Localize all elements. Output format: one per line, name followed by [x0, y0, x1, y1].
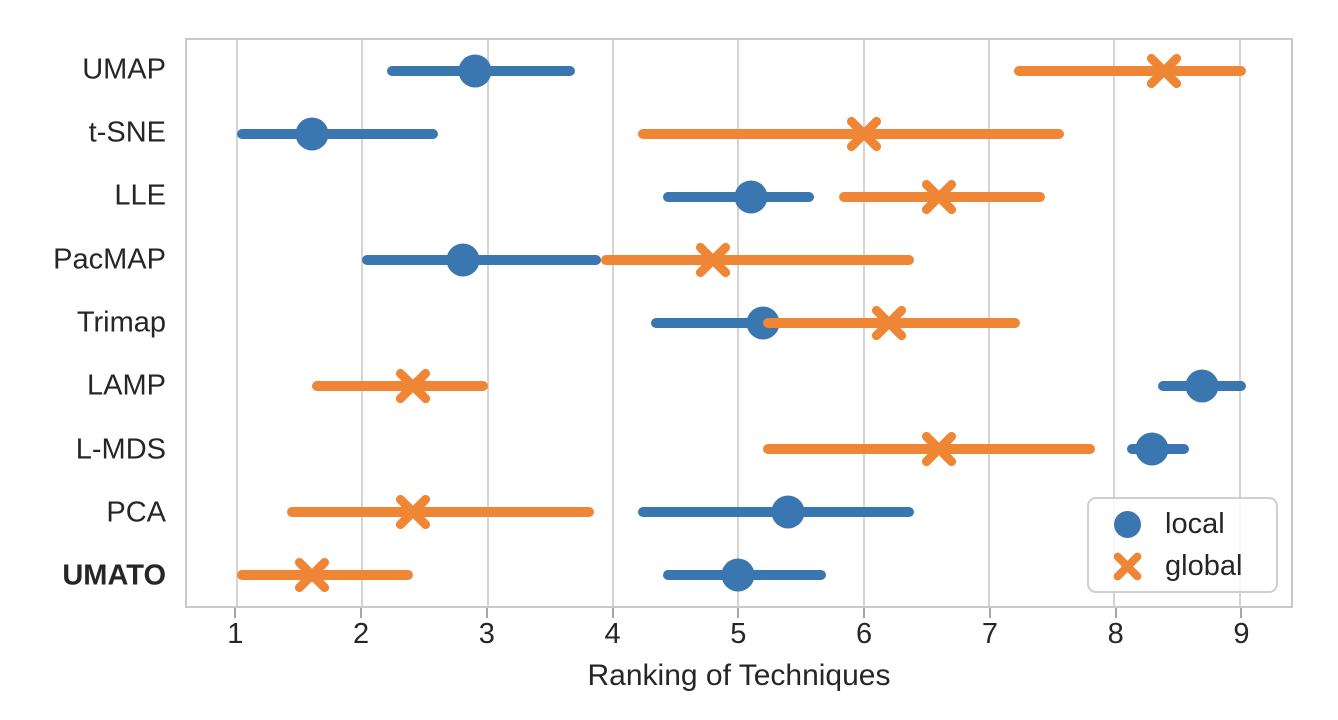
legend: local global: [1087, 497, 1278, 593]
marker-global-l-mds: [920, 430, 957, 467]
marker-global-lamp: [394, 367, 431, 404]
marker-global-lle: [920, 179, 957, 216]
x-tick-mark: [1240, 608, 1243, 618]
marker-local-umap: [458, 54, 492, 88]
marker-local-lle: [734, 180, 768, 214]
x-tick-mark: [988, 608, 991, 618]
error-bar-global-pacmap: [600, 255, 914, 266]
gridline: [1238, 40, 1241, 606]
marker-global-pacmap: [695, 242, 732, 279]
marker-global-t-sne: [845, 116, 882, 153]
y-tick-label-pacmap: PacMAP: [53, 243, 166, 276]
marker-global-umap: [1146, 53, 1183, 90]
legend-item-global: global: [1089, 545, 1276, 587]
error-bar-global-umap: [1014, 66, 1246, 77]
plot-area: [185, 38, 1293, 608]
legend-label: global: [1165, 549, 1243, 582]
marker-local-umato: [721, 558, 755, 592]
x-tick-mark: [611, 608, 614, 618]
y-tick-label-lamp: LAMP: [87, 369, 166, 402]
legend-item-local: local: [1089, 503, 1276, 545]
x-tick-mark: [360, 608, 363, 618]
x-marker-icon: [1089, 552, 1165, 581]
error-bar-global-lamp: [312, 380, 488, 391]
x-tick-label: 4: [604, 618, 621, 650]
x-axis-title: Ranking of Techniques: [587, 659, 891, 692]
marker-local-pca: [771, 495, 805, 529]
gridline: [1113, 40, 1116, 606]
gridline: [236, 40, 239, 606]
gridline: [612, 40, 615, 606]
error-bar-global-t-sne: [638, 129, 1065, 140]
error-bar-global-pca: [287, 506, 595, 517]
gridline: [486, 40, 489, 606]
marker-local-t-sne: [295, 117, 329, 151]
y-tick-label-pca: PCA: [106, 496, 166, 529]
x-tick-label: 5: [730, 618, 747, 650]
y-tick-label-umap: UMAP: [82, 53, 166, 86]
x-tick-label: 7: [981, 618, 998, 650]
marker-local-pacmap: [446, 243, 480, 277]
error-bar-global-umato: [237, 569, 413, 580]
x-tick-label: 6: [856, 618, 873, 650]
x-tick-label: 8: [1107, 618, 1124, 650]
y-tick-label-lle: LLE: [114, 179, 166, 212]
marker-global-trimap: [870, 305, 907, 342]
x-tick-mark: [737, 608, 740, 618]
x-tick-mark: [485, 608, 488, 618]
error-bar-local-t-sne: [237, 129, 438, 140]
legend-label: local: [1165, 507, 1225, 540]
y-axis-labels: UMAP t-SNE LLE PacMAP Trimap LAMP L-MDS PCA UMAT…: [0, 38, 170, 608]
circle-marker-icon: [1089, 510, 1165, 538]
x-tick-mark: [1114, 608, 1117, 618]
x-tick-label: 1: [227, 618, 244, 650]
y-tick-label-l-mds: L-MDS: [75, 433, 166, 466]
marker-local-l-mds: [1135, 432, 1169, 466]
x-tick-label: 9: [1233, 618, 1250, 650]
marker-global-umato: [294, 556, 331, 593]
error-bar-global-l-mds: [763, 443, 1096, 454]
gridline: [361, 40, 364, 606]
error-bar-local-pacmap: [362, 255, 601, 266]
x-tick-label: 3: [478, 618, 495, 650]
y-tick-label-t-sne: t-SNE: [88, 116, 166, 149]
legend-circle-glyph: [1113, 510, 1141, 538]
x-tick-label: 2: [352, 618, 370, 650]
marker-local-lamp: [1185, 369, 1219, 403]
y-tick-label-umato: UMATO: [62, 559, 166, 592]
y-tick-label-trimap: Trimap: [76, 306, 166, 339]
x-tick-mark: [234, 608, 237, 618]
marker-global-pca: [394, 493, 431, 530]
error-bar-local-trimap: [650, 318, 839, 328]
x-tick-mark: [863, 608, 866, 618]
